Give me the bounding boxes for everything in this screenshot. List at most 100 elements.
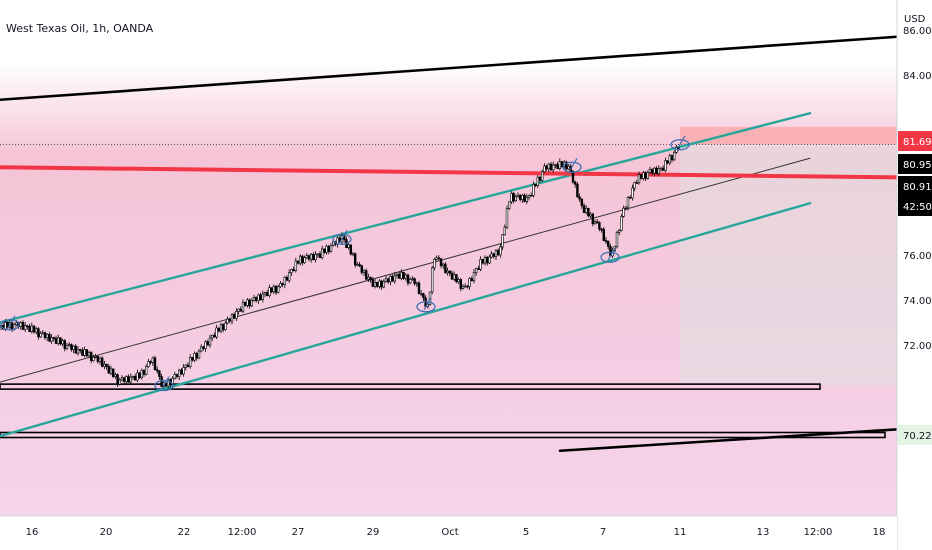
candle-body (400, 272, 403, 279)
candle-body (402, 272, 405, 279)
candle-body (118, 379, 122, 385)
candle-body (408, 279, 412, 284)
candle-body (219, 324, 223, 332)
candle-body (74, 345, 78, 354)
candle-body (81, 349, 84, 356)
time-axis-area (0, 516, 897, 550)
price-badge (898, 131, 932, 151)
candle-body (112, 368, 115, 377)
candle-body (250, 300, 253, 307)
candle-body (10, 322, 14, 330)
candle-body (393, 275, 396, 282)
candle-body (437, 257, 440, 260)
candle-body (6, 321, 9, 328)
candle-body (545, 165, 548, 170)
candle-body (472, 272, 476, 282)
candle-body (538, 176, 542, 181)
candle-body (349, 244, 352, 255)
touch-marker (154, 379, 174, 392)
candle-body (34, 328, 38, 333)
candle-body (532, 184, 535, 196)
upper-channel (0, 112, 812, 324)
candle-body (257, 294, 260, 301)
candle-body (298, 255, 302, 264)
candle-body (584, 207, 588, 213)
candle-body (107, 366, 111, 374)
candle-body (158, 370, 161, 377)
candle-body (294, 260, 297, 272)
candle-body (70, 344, 73, 350)
candle-body (615, 232, 619, 247)
candle-body (459, 279, 462, 289)
candle-body (314, 254, 317, 261)
candle-body (54, 338, 58, 344)
candle-body (26, 325, 29, 328)
candle-body (197, 350, 201, 359)
candle-body (149, 361, 152, 363)
candle-body (382, 281, 385, 288)
candle-body (507, 201, 511, 209)
candle-body (248, 299, 251, 307)
candle-body (477, 268, 480, 270)
candle-body (670, 155, 674, 161)
y-tick-label: 72.000 (903, 341, 932, 352)
candle-body (639, 174, 643, 179)
candle-body (228, 318, 231, 322)
candle-body (551, 164, 555, 171)
candle-body (617, 230, 621, 233)
price-badge-label: 42:50 (903, 202, 932, 213)
touch-marker (332, 233, 352, 245)
candle-body (386, 278, 390, 283)
candle-body (224, 322, 227, 330)
candle-body (202, 346, 205, 349)
candle-body (417, 282, 421, 294)
candle-body (391, 275, 394, 282)
touch-marker (416, 301, 436, 313)
candle-body (543, 165, 546, 173)
candle-body (595, 221, 599, 224)
candle-body (534, 184, 537, 186)
candle-body (672, 151, 676, 161)
price-badge (898, 196, 932, 216)
candle-body (463, 285, 467, 288)
candle-body (56, 337, 60, 344)
candle-body (292, 269, 295, 272)
candle-body (371, 279, 374, 287)
candle-body (320, 248, 324, 258)
candle-body (653, 167, 656, 174)
lower-trendline (558, 428, 899, 453)
candle-body (659, 167, 663, 170)
candle-body (419, 293, 423, 295)
support-70 (0, 383, 821, 390)
candle-body (23, 325, 27, 330)
candle-body (281, 283, 284, 286)
candle-body (217, 327, 220, 332)
y-tick-label: 84.000 (903, 71, 932, 82)
candle-body (120, 377, 124, 381)
candle-body (114, 374, 117, 377)
candle-body (189, 357, 192, 368)
candle-body (290, 269, 293, 274)
candle-body (556, 164, 559, 169)
touch-marker-tick (677, 135, 686, 149)
candle-body (446, 270, 449, 274)
candle-body (450, 272, 454, 280)
candle-body (222, 324, 225, 330)
candle-body (494, 250, 498, 257)
candle-body (648, 169, 652, 173)
candle-body (129, 376, 132, 383)
upper-trendline (0, 35, 899, 102)
candle-body (200, 346, 203, 352)
candle-body (79, 349, 82, 351)
x-tick-label: 7 (600, 527, 606, 538)
candle-body (505, 208, 509, 228)
x-tick-label: 13 (757, 527, 770, 538)
touch-marker (562, 161, 582, 173)
touch-marker-tick (339, 229, 348, 243)
candle-body (43, 332, 47, 339)
candle-body (241, 301, 245, 312)
candle-body (560, 161, 564, 167)
candle-body (316, 253, 319, 256)
touch-marker-tick (607, 247, 616, 261)
